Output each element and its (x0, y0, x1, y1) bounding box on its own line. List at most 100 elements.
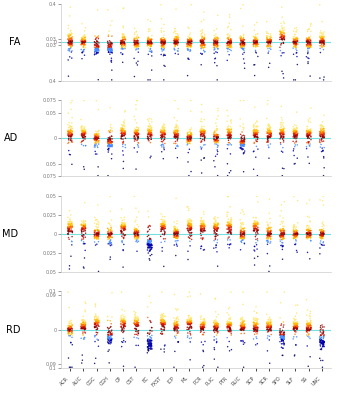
Point (106, 239, 112, 245)
Point (79, 228, 84, 235)
Point (119, 316, 124, 323)
Point (109, 230, 114, 236)
Point (305, 233, 310, 239)
Point (239, 224, 244, 230)
Point (161, 125, 166, 131)
Point (159, 222, 165, 228)
Point (240, 326, 246, 332)
Point (158, 223, 164, 230)
Point (186, 45, 191, 51)
Point (293, 325, 299, 331)
Point (267, 130, 273, 136)
Point (265, 239, 270, 245)
Point (320, 147, 326, 154)
Point (253, 129, 259, 135)
Point (319, 230, 325, 236)
Point (92, 144, 97, 150)
Point (175, 34, 180, 40)
Point (294, 325, 299, 332)
Point (80, 329, 86, 335)
Point (136, 34, 141, 40)
Point (145, 304, 150, 310)
Point (281, 131, 286, 138)
Point (213, 40, 218, 46)
Point (188, 217, 193, 223)
Point (67, 325, 73, 332)
Point (109, 332, 114, 338)
Point (279, 230, 284, 236)
Point (132, 233, 138, 240)
Point (80, 325, 86, 331)
Point (110, 47, 115, 54)
Point (321, 126, 326, 132)
Point (251, 27, 257, 34)
Point (108, 237, 114, 243)
Point (121, 227, 126, 234)
Point (106, 140, 111, 146)
Point (200, 39, 206, 46)
Point (95, 39, 100, 45)
Point (295, 36, 300, 42)
Point (120, 41, 126, 48)
Point (199, 109, 204, 115)
Point (291, 232, 297, 238)
Point (215, 45, 221, 51)
Point (68, 332, 73, 338)
Point (293, 323, 298, 330)
Point (290, 124, 296, 130)
Point (282, 340, 287, 347)
Point (200, 320, 206, 326)
Point (306, 323, 311, 330)
Point (227, 226, 232, 232)
Point (121, 315, 127, 322)
Point (121, 322, 126, 328)
Point (107, 143, 113, 149)
Point (319, 39, 324, 45)
Point (198, 222, 203, 229)
Point (94, 234, 99, 240)
Point (119, 129, 124, 136)
Point (66, 37, 71, 44)
Point (201, 324, 206, 330)
Point (172, 242, 177, 248)
Point (172, 132, 177, 138)
Point (251, 41, 256, 47)
Point (266, 133, 272, 140)
Point (305, 236, 310, 242)
Point (120, 51, 125, 57)
Point (213, 137, 218, 143)
Point (133, 328, 139, 334)
Point (198, 126, 204, 132)
Point (172, 326, 178, 332)
Point (226, 20, 232, 26)
Point (268, 131, 273, 138)
Point (66, 32, 71, 39)
Point (225, 36, 231, 42)
Point (92, 314, 97, 320)
Point (252, 324, 257, 330)
Point (198, 128, 203, 134)
Point (266, 134, 272, 141)
Point (106, 240, 112, 246)
Point (211, 318, 217, 324)
Point (81, 225, 86, 231)
Point (240, 46, 246, 52)
Point (281, 234, 286, 240)
Point (281, 137, 286, 144)
Point (66, 234, 71, 241)
Point (147, 226, 152, 233)
Point (266, 126, 271, 132)
Point (226, 327, 232, 334)
Point (147, 128, 152, 134)
Point (292, 31, 297, 38)
Point (294, 53, 300, 60)
Point (264, 37, 270, 43)
Point (254, 39, 259, 45)
Point (81, 166, 87, 172)
Point (82, 319, 87, 325)
Point (280, 230, 286, 236)
Point (94, 38, 100, 45)
Point (293, 324, 298, 331)
Point (228, 127, 234, 133)
Point (242, 330, 247, 336)
